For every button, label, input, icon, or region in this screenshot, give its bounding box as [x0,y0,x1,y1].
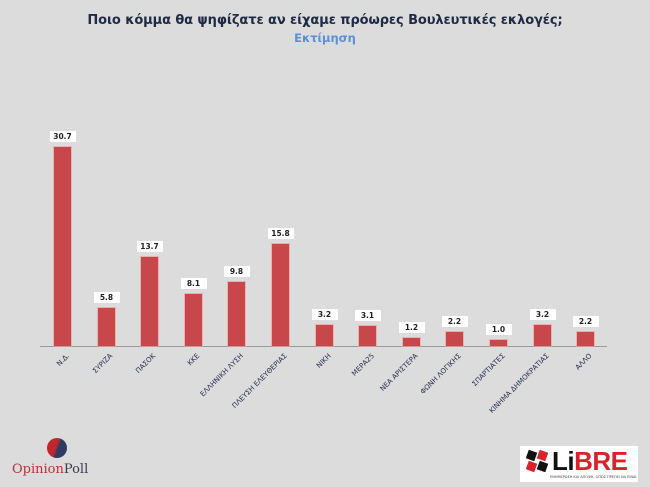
value-label: 2.2 [441,316,468,327]
opinionpoll-word-poll: Poll [63,462,89,477]
opinionpoll-word-opinion: Opinion [12,462,64,477]
bar [185,294,202,346]
category-label: ΑΛΛΟ [573,352,594,372]
value-label: 3.2 [311,309,338,320]
libre-logo: LiBRE ΕΝΗΜΕΡΩΣΗ ΚΑΙ ΑΠΟΨΗ, ΟΠΩΣ ΠΡΕΠΕΙ Ν… [520,446,638,482]
category-label: ΜΕΡΑ25 [349,352,376,378]
bar [534,325,551,346]
bar [577,332,594,346]
value-label: 1.0 [485,324,512,335]
libre-diamond-icon [526,450,548,472]
value-label: 2.2 [572,316,599,327]
value-label: 9.8 [223,266,250,277]
category-label: ΦΩΝΗ ΛΟΓΙΚΗΣ [418,352,463,396]
opinionpoll-logo: OpinionPoll [10,438,130,483]
x-axis-line [40,346,607,347]
libre-word-bre: BRE [574,446,628,476]
category-label: ΝΕΑ ΑΡΙΣΤΕΡΑ [378,352,420,393]
chart-subtitle: Εκτίμηση [294,31,356,45]
libre-tagline: ΕΝΗΜΕΡΩΣΗ ΚΑΙ ΑΠΟΨΗ, ΟΠΩΣ ΠΡΕΠΕΙ ΝΑ ΕΙΝΑ… [550,475,638,479]
bar [359,326,376,346]
chart-title: Ποιο κόμμα θα ψηφίζατε αν είχαμε πρόωρες… [87,13,563,28]
value-label: 5.8 [93,292,120,303]
opinionpoll-circle-icon [47,438,67,458]
bar [403,338,420,346]
category-label: ΠΑΣΟΚ [133,352,157,376]
bar [490,340,507,346]
value-label: 13.7 [136,241,163,252]
bar [141,257,158,346]
value-label: 15.8 [267,228,294,239]
bar [98,308,115,346]
libre-word-li: Li [552,446,575,476]
bar [446,332,463,346]
value-label: 1.2 [398,322,425,333]
value-label: 3.2 [529,309,556,320]
category-label: ΕΛΛΗΝΙΚΗ ΛΥΣΗ [198,352,245,399]
category-label: ΝΙΚΗ [314,352,333,370]
value-label: 8.1 [180,278,207,289]
category-label: ΚΚΕ [185,352,201,368]
opinionpoll-wordmark: OpinionPoll [12,462,88,477]
bar [316,325,333,346]
bar [54,147,71,346]
value-label: 30.7 [49,131,76,142]
category-label: ΣΠΑΡΤΙΑΤΕΣ [470,352,507,389]
category-label: Ν.Δ. [54,352,71,368]
libre-wordmark: LiBRE [552,446,628,476]
value-label: 3.1 [354,310,381,321]
bar [228,282,245,346]
category-label: ΣΥΡΙΖΑ [90,352,114,376]
bar [272,244,289,346]
